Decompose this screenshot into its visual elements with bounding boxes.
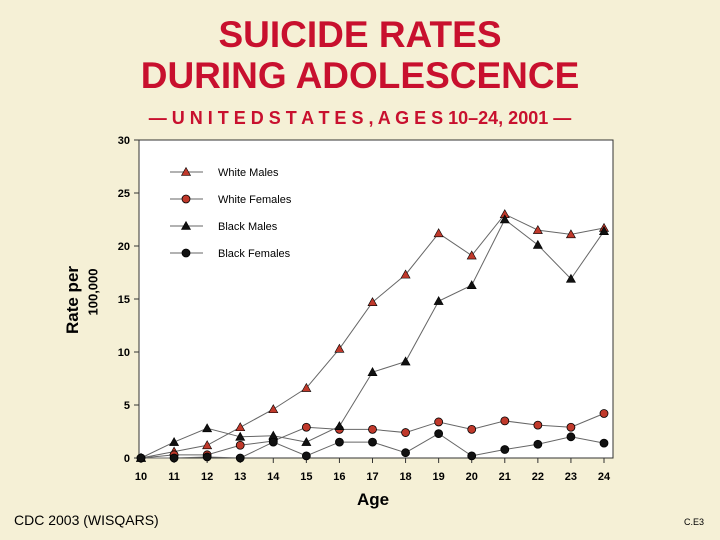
legend-item-white-females: White Females [170,194,292,206]
legend-marker-white-females [181,194,191,204]
point-black-females-23 [566,432,576,442]
point-black-males-21 [499,214,510,224]
x-tick-label: 11 [168,471,180,483]
point-black-females-12 [202,452,212,462]
legend: White Males White Females Black Males Black… [170,166,292,260]
y-tick-label: 15 [118,294,130,306]
y-tick-label: 20 [118,241,130,253]
point-black-females-13 [235,453,245,463]
legend-label: Black Males [218,221,278,233]
legend-marker-white-males [180,166,192,176]
x-tick-label: 14 [267,471,280,483]
x-tick-label: 15 [300,471,312,483]
point-white-males-18 [400,269,411,279]
legend-label: White Males [218,167,279,179]
point-white-females-18 [401,428,410,437]
point-black-males-16 [334,421,345,431]
point-black-females-16 [335,437,344,447]
y-tick-label: 25 [118,188,130,200]
point-black-females-22 [533,439,543,449]
x-tick-label: 21 [499,471,511,483]
point-black-males-19 [433,296,444,305]
x-tick-label: 18 [399,471,411,483]
source-citation: CDC 2003 (WISQARS) [14,512,159,528]
point-black-females-19 [434,429,444,439]
point-black-males-23 [565,273,576,283]
legend-label: Black Females [218,248,291,260]
x-axis-label: Age [357,490,389,509]
point-white-males-19 [433,228,444,238]
legend-marker-black-males [180,220,192,230]
y-axis: 0 5 10 15 20 25 30 [118,135,139,465]
legend-item-black-females: Black Females [170,248,291,260]
point-white-males-23 [565,229,576,239]
chart-title: SUICIDE RATES DURING ADOLESCENCE [0,14,720,96]
point-black-females-15 [301,451,311,461]
series-group [135,209,610,463]
point-black-males-12 [202,423,213,433]
x-axis: 10 11 12 13 14 15 16 17 18 19 20 21 22 23 24 [135,458,611,483]
legend-marker-black-females [181,248,191,258]
legend-label: White Females [218,194,292,206]
point-white-males-12 [202,440,213,450]
point-black-females-21 [500,445,510,454]
legend-item-black-males: Black Males [170,220,278,233]
point-white-males-14 [268,404,279,414]
title-line-1: SUICIDE RATES [218,14,502,55]
point-black-females-20 [467,451,477,461]
point-white-females-21 [500,416,510,426]
x-tick-label: 20 [466,471,478,483]
point-white-females-17 [368,424,377,434]
x-tick-label: 19 [433,471,445,483]
point-black-males-17 [367,367,378,376]
title-line-2: DURING ADOLESCENCE [140,55,580,96]
y-tick-label: 0 [124,453,130,465]
point-white-males-22 [532,224,543,234]
point-black-females-11 [169,453,179,463]
point-white-females-23 [566,422,576,432]
point-white-females-22 [533,420,543,430]
y-tick-label: 5 [124,400,130,412]
x-tick-label: 12 [201,471,213,483]
x-tick-label: 17 [366,471,378,483]
point-black-males-15 [301,436,312,446]
series-black-males [135,214,610,462]
point-black-males-18 [400,356,411,366]
point-white-females-24 [599,409,609,418]
series-black-females [136,429,609,463]
point-black-males-13 [235,431,246,441]
point-white-females-13 [235,440,245,450]
y-tick-label: 30 [118,135,130,147]
x-tick-label: 10 [135,471,147,483]
legend-item-white-males: White Males [170,166,279,179]
x-tick-label: 13 [234,471,246,483]
point-black-males-11 [169,436,180,446]
slide-code: C.E3 [684,517,705,527]
point-black-males-22 [532,239,543,249]
point-white-females-19 [434,417,444,427]
point-black-females-24 [599,438,609,448]
point-white-males-13 [235,422,246,432]
x-tick-label: 16 [333,471,345,483]
chart-subtitle: — U N I T E D S T A T E S , A G E S 10–2… [148,108,572,128]
point-white-males-16 [334,343,345,353]
point-white-males-15 [301,382,312,392]
point-white-females-20 [467,424,477,434]
point-black-males-20 [466,280,477,290]
point-white-females-15 [301,422,311,432]
x-tick-label: 23 [565,471,577,483]
point-black-females-18 [401,448,410,458]
y-tick-label: 10 [118,347,130,359]
x-tick-label: 24 [598,471,611,483]
point-black-females-17 [368,437,377,447]
point-white-males-20 [466,250,477,260]
point-black-males-24 [598,226,610,235]
point-white-males-17 [367,297,378,306]
x-tick-label: 22 [532,471,544,483]
point-black-females-10 [136,453,146,463]
point-black-females-14 [268,437,278,447]
